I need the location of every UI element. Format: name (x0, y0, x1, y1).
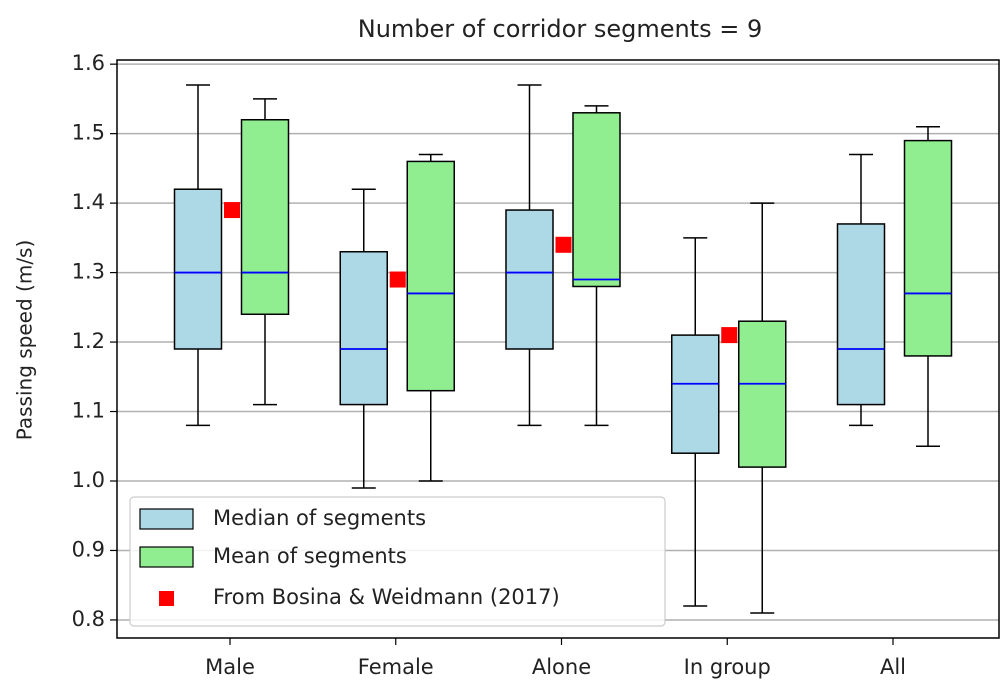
box (903, 139, 953, 357)
y-axis-label: Passing speed (m/s) (13, 240, 37, 441)
legend-box (129, 496, 666, 627)
legend: Median of segments Mean of segments From B… (129, 496, 666, 627)
legend-swatch (139, 546, 194, 568)
box (339, 250, 388, 406)
x-tick-label: Alone (532, 655, 591, 679)
point-marker (224, 202, 240, 219)
box (836, 223, 886, 406)
plot-frame (116, 59, 1000, 639)
legend-label: Median of segments (213, 506, 426, 530)
x-tick-label: Female (358, 655, 434, 679)
box (738, 320, 787, 468)
legend-swatch (139, 508, 194, 530)
y-tick-label: 1.6 (72, 51, 105, 75)
chart-title: Number of corridor segments = 9 (358, 15, 762, 43)
y-tick-label: 1.1 (72, 399, 105, 423)
x-tick-label: Male (205, 655, 255, 679)
x-tick-label: In group (684, 655, 771, 679)
x-tick-label: All (880, 655, 906, 679)
y-tick-label: 1.2 (72, 329, 105, 353)
box (173, 188, 223, 350)
box (671, 334, 720, 454)
box (406, 160, 455, 392)
point-marker (721, 327, 738, 344)
legend-label: From Bosina & Weidmann (2017) (213, 585, 560, 609)
point-marker (389, 271, 406, 288)
box (505, 209, 554, 350)
y-tick-label: 1.4 (72, 190, 105, 214)
y-tick-label: 1.5 (72, 121, 105, 145)
y-tick-label: 0.8 (72, 607, 105, 631)
legend-swatch (159, 591, 174, 606)
y-tick-label: 1.0 (72, 468, 105, 492)
y-tick-label: 1.3 (72, 260, 105, 284)
point-marker (555, 236, 572, 253)
box (572, 112, 621, 288)
box (240, 118, 290, 316)
y-tick-label: 0.9 (72, 537, 105, 561)
legend-label: Mean of segments (213, 544, 407, 568)
